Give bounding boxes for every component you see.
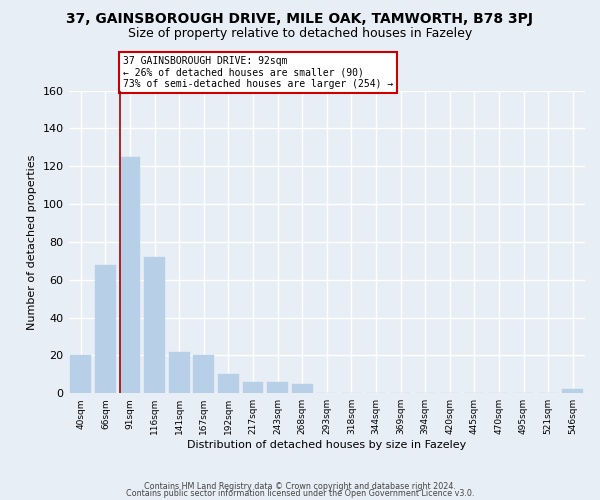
Bar [562, 390, 583, 393]
Bar [193, 356, 214, 393]
Text: Contains public sector information licensed under the Open Government Licence v3: Contains public sector information licen… [126, 490, 474, 498]
Text: Size of property relative to detached houses in Fazeley: Size of property relative to detached ho… [128, 28, 472, 40]
Bar [144, 257, 165, 393]
Text: Contains HM Land Registry data © Crown copyright and database right 2024.: Contains HM Land Registry data © Crown c… [144, 482, 456, 491]
Text: 37 GAINSBOROUGH DRIVE: 92sqm
← 26% of detached houses are smaller (90)
73% of se: 37 GAINSBOROUGH DRIVE: 92sqm ← 26% of de… [123, 56, 394, 88]
Bar [95, 264, 116, 393]
Bar [242, 382, 263, 393]
Bar [169, 352, 190, 393]
Bar [292, 384, 313, 393]
Bar [70, 356, 91, 393]
X-axis label: Distribution of detached houses by size in Fazeley: Distribution of detached houses by size … [187, 440, 466, 450]
Bar [267, 382, 288, 393]
Bar [119, 157, 140, 393]
Y-axis label: Number of detached properties: Number of detached properties [27, 154, 37, 330]
Bar [218, 374, 239, 393]
Text: 37, GAINSBOROUGH DRIVE, MILE OAK, TAMWORTH, B78 3PJ: 37, GAINSBOROUGH DRIVE, MILE OAK, TAMWOR… [67, 12, 533, 26]
